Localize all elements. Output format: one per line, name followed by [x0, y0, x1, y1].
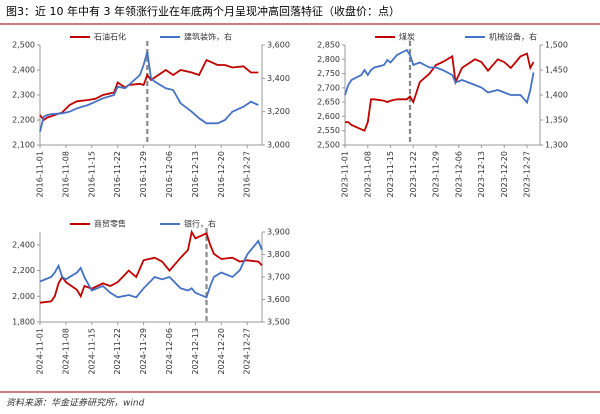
- legend-label: 煤炭: [399, 32, 415, 42]
- x-tick-label: 2016-11-08: [61, 151, 70, 198]
- figure-title: 图3：近 10 年中有 3 年领涨行业在年底两个月呈现冲高回落特征（收盘价：点）: [6, 4, 400, 18]
- x-tick-label: 2016-11-15: [87, 151, 96, 198]
- y-tick-label: 2,000: [12, 292, 35, 301]
- x-tick-label: 2016-12-06: [165, 151, 174, 198]
- legend-label: 石油石化: [94, 32, 126, 42]
- x-tick-label: 2024-11-29: [139, 328, 148, 375]
- x-tick-label: 2023-12-13: [477, 151, 486, 198]
- y2-tick-label: 1,400: [545, 91, 568, 100]
- x-tick-label: 2016-11-01: [36, 151, 45, 198]
- y-tick-label: 2,850: [317, 41, 340, 50]
- y-tick-label: 2,500: [317, 141, 340, 150]
- y-tick-label: 2,700: [317, 83, 340, 92]
- y-tick-label: 2,200: [12, 116, 35, 125]
- x-tick-label: 2023-11-01: [341, 151, 350, 198]
- y2-tick-label: 3,500: [267, 318, 290, 327]
- x-tick-label: 2023-11-08: [363, 151, 372, 198]
- x-tick-label: 2023-12-06: [454, 151, 463, 198]
- x-tick-label: 2016-12-13: [191, 151, 200, 198]
- y-tick-label: 2,100: [12, 141, 35, 150]
- y2-tick-label: 3,700: [267, 273, 290, 282]
- x-tick-label: 2024-11-15: [87, 328, 96, 375]
- x-tick-label: 2024-12-06: [165, 328, 174, 375]
- source-note: 资料来源：华金证券研究所，wind: [6, 398, 145, 409]
- y2-tick-label: 1,350: [545, 116, 568, 125]
- y-tick-label: 2,550: [317, 126, 340, 135]
- x-tick-label: 2016-11-22: [113, 151, 122, 198]
- x-tick-label: 2016-12-27: [243, 151, 252, 198]
- y2-tick-label: 3,600: [267, 295, 290, 304]
- legend-label: 商贸零售: [94, 219, 126, 229]
- y2-tick-label: 3,000: [267, 141, 290, 150]
- y-tick-label: 2,200: [12, 266, 35, 275]
- y-tick-label: 2,400: [12, 66, 35, 75]
- y-tick-label: 2,300: [12, 91, 35, 100]
- x-tick-label: 2024-12-20: [217, 328, 226, 375]
- x-tick-label: 2023-11-15: [386, 151, 395, 198]
- series-line: [39, 58, 259, 122]
- x-tick-label: 2024-11-22: [113, 328, 122, 375]
- x-tick-label: 2024-11-08: [61, 328, 70, 375]
- x-tick-label: 2024-12-27: [243, 328, 252, 375]
- y-tick-label: 2,750: [317, 69, 340, 78]
- legend-label: 建筑装饰，右: [184, 32, 232, 42]
- x-tick-label: 2016-12-20: [217, 151, 226, 198]
- y-tick-label: 2,650: [317, 98, 340, 107]
- y2-tick-label: 3,200: [267, 107, 290, 116]
- x-tick-label: 2024-12-13: [191, 328, 200, 375]
- y2-tick-label: 3,400: [267, 74, 290, 83]
- y2-tick-label: 1,300: [545, 141, 568, 150]
- x-tick-label: 2023-11-29: [432, 151, 441, 198]
- y-tick-label: 2,600: [317, 112, 340, 121]
- y2-tick-label: 1,500: [545, 41, 568, 50]
- y-tick-label: 2,800: [317, 55, 340, 64]
- y-tick-label: 2,500: [12, 41, 35, 50]
- series-line: [345, 52, 535, 132]
- legend-label: 机械设备，右: [489, 32, 537, 42]
- x-tick-label: 2024-11-01: [36, 328, 45, 375]
- y2-tick-label: 3,600: [267, 41, 290, 50]
- series-line: [39, 239, 263, 299]
- y2-tick-label: 1,450: [545, 66, 568, 75]
- legend-label: 银行，右: [184, 219, 216, 229]
- y-tick-label: 1,800: [12, 318, 35, 327]
- x-tick-label: 2023-11-22: [409, 151, 418, 198]
- y-tick-label: 2,400: [12, 240, 35, 249]
- x-tick-label: 2023-12-27: [523, 151, 532, 198]
- series-line: [39, 51, 259, 132]
- y2-tick-label: 3,800: [267, 250, 290, 259]
- y2-tick-label: 3,900: [267, 228, 290, 237]
- x-tick-label: 2023-12-20: [500, 151, 509, 198]
- x-tick-label: 2016-11-29: [139, 151, 148, 198]
- series-line: [39, 229, 263, 304]
- series-line: [344, 48, 535, 105]
